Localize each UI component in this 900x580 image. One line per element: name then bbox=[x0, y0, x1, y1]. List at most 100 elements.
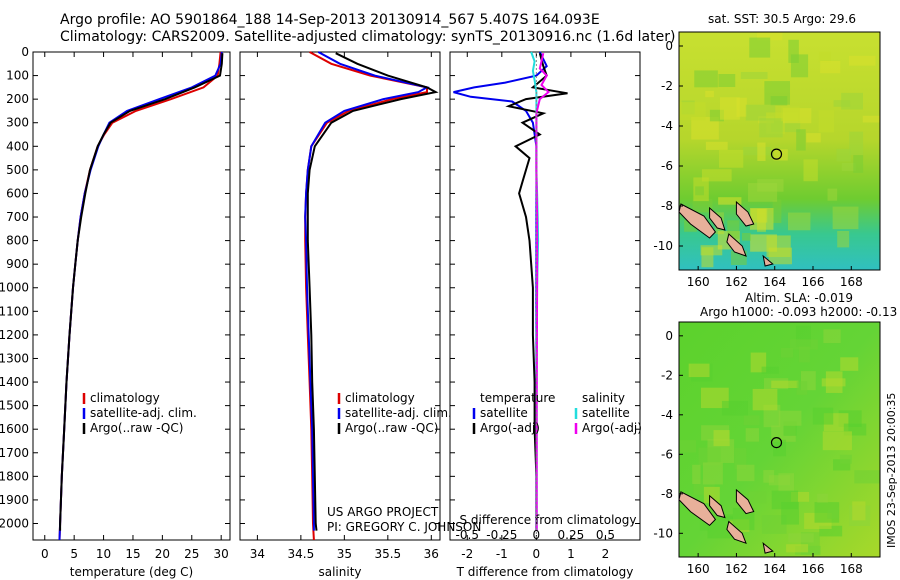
x-tick-label: 35.5 bbox=[374, 547, 401, 561]
field-patch bbox=[691, 116, 719, 140]
field-patch bbox=[741, 232, 751, 241]
field-patch bbox=[781, 106, 800, 122]
field-patch bbox=[862, 115, 880, 123]
field-patch bbox=[688, 363, 710, 378]
island bbox=[726, 520, 747, 545]
field-patch bbox=[771, 120, 801, 133]
field-patch bbox=[763, 470, 775, 483]
salinity-frame bbox=[239, 51, 441, 541]
depth-tick-label: 1000 bbox=[0, 281, 29, 295]
lat-tick-label: -10 bbox=[653, 526, 673, 540]
x-tick-label: 34.5 bbox=[288, 547, 315, 561]
field-patch bbox=[722, 514, 733, 521]
field-patch bbox=[773, 149, 788, 161]
field-patch bbox=[817, 493, 828, 503]
lon-tick-label: 160 bbox=[687, 562, 710, 576]
lon-tick-label: 160 bbox=[687, 275, 710, 289]
field-patch bbox=[819, 525, 843, 537]
argo-float-marker bbox=[770, 437, 783, 449]
depth-tick-label: 2000 bbox=[0, 516, 29, 530]
lon-tick-label: 162 bbox=[725, 562, 748, 576]
differences-panel: -2 -1 0 1 2 T difference from climatology -0.5… bbox=[449, 51, 642, 579]
field-patch bbox=[694, 70, 718, 88]
field-patch bbox=[734, 448, 747, 470]
field-patch bbox=[719, 97, 740, 120]
temperature-panel: 0100200300400500600700800900100011001200… bbox=[0, 45, 231, 579]
field-patch bbox=[798, 346, 810, 363]
x-tick-label: 25 bbox=[184, 547, 199, 561]
field-patch bbox=[790, 339, 818, 350]
legend-label: Argo(-adj) bbox=[480, 421, 540, 435]
field-patch bbox=[692, 464, 701, 484]
field-patch bbox=[721, 400, 748, 416]
field-patch bbox=[836, 148, 851, 162]
legend-label: climatology bbox=[345, 391, 415, 405]
field-patch bbox=[756, 32, 783, 41]
field-patch bbox=[818, 110, 835, 133]
field-patch bbox=[748, 491, 767, 504]
field-patch bbox=[766, 235, 791, 258]
x-tick-label: 36 bbox=[424, 547, 439, 561]
lon-tick-label: 164 bbox=[763, 275, 786, 289]
field-patch bbox=[732, 507, 755, 531]
lat-tick-label: -8 bbox=[661, 199, 673, 213]
sla-map-title: Altim. SLA: -0.019 bbox=[745, 291, 853, 305]
field-patch bbox=[791, 492, 810, 502]
series-argo bbox=[306, 52, 439, 531]
island bbox=[735, 488, 755, 515]
lon-tick-label: 168 bbox=[840, 275, 863, 289]
depth-tick-label: 400 bbox=[6, 139, 29, 153]
lon-tick-label: 164 bbox=[763, 562, 786, 576]
x-tick-label: 15 bbox=[125, 547, 140, 561]
field-patch bbox=[771, 380, 799, 389]
lat-tick-label: -8 bbox=[661, 487, 673, 501]
x-tick-label: 1 bbox=[567, 547, 575, 561]
field-patch bbox=[796, 381, 808, 395]
field-patch bbox=[736, 97, 747, 117]
field-patch bbox=[761, 366, 779, 374]
field-patch bbox=[718, 197, 742, 205]
lat-tick-label: -2 bbox=[661, 368, 673, 382]
lat-tick-label: -2 bbox=[661, 79, 673, 93]
sst-map-frame bbox=[678, 31, 881, 271]
field-patch bbox=[788, 533, 814, 543]
legend-label: satellite bbox=[480, 406, 528, 420]
depth-tick-label: 1600 bbox=[0, 422, 29, 436]
imos-timestamp: IMOS 23-Sep-2013 20:00:35 bbox=[885, 393, 898, 548]
field-patch bbox=[768, 475, 791, 486]
field-patch bbox=[823, 329, 841, 344]
x-tick-label: 35 bbox=[337, 547, 352, 561]
depth-tick-label: 500 bbox=[6, 163, 29, 177]
x-tick-label: 20 bbox=[155, 547, 170, 561]
field-patch bbox=[773, 439, 787, 457]
field-patch bbox=[787, 212, 811, 231]
x-tick-label: 30 bbox=[214, 547, 229, 561]
field-patch bbox=[679, 102, 706, 121]
field-patch bbox=[705, 141, 728, 150]
x-tick-label: 2 bbox=[602, 547, 610, 561]
field-patch bbox=[812, 407, 834, 425]
field-patch bbox=[833, 100, 851, 107]
lat-tick-label: -6 bbox=[661, 447, 673, 461]
island bbox=[726, 233, 747, 257]
temperature-frame bbox=[32, 51, 231, 541]
sla-map-panel: 160 162 164 166 168 0 -2 -4 -6 -8 -10 Altim. SLA: -… bbox=[653, 291, 897, 576]
lat-tick-label: -10 bbox=[653, 239, 673, 253]
sla-map-frame bbox=[678, 321, 881, 558]
field-patch bbox=[701, 247, 714, 268]
field-patch bbox=[703, 486, 720, 504]
x-tick-label: 34 bbox=[250, 547, 265, 561]
profile-title: Argo profile: AO 5901864_188 14-Sep-2013… bbox=[60, 12, 600, 28]
field-patch bbox=[832, 206, 859, 230]
x-axis-label: temperature (deg C) bbox=[70, 565, 193, 579]
x-tick-label: 10 bbox=[96, 547, 111, 561]
x-tick-label: -1 bbox=[496, 547, 508, 561]
s-axis-label: S difference from climatology bbox=[460, 513, 637, 527]
s-tick-label: 0 bbox=[533, 528, 541, 542]
x-tick-label: -2 bbox=[461, 547, 473, 561]
field-patch bbox=[772, 199, 782, 223]
depth-tick-label: 800 bbox=[6, 234, 29, 248]
depth-tick-label: 100 bbox=[6, 69, 29, 83]
depth-tick-label: 1500 bbox=[0, 399, 29, 413]
project-credit: US ARGO PROJECT bbox=[327, 505, 439, 519]
